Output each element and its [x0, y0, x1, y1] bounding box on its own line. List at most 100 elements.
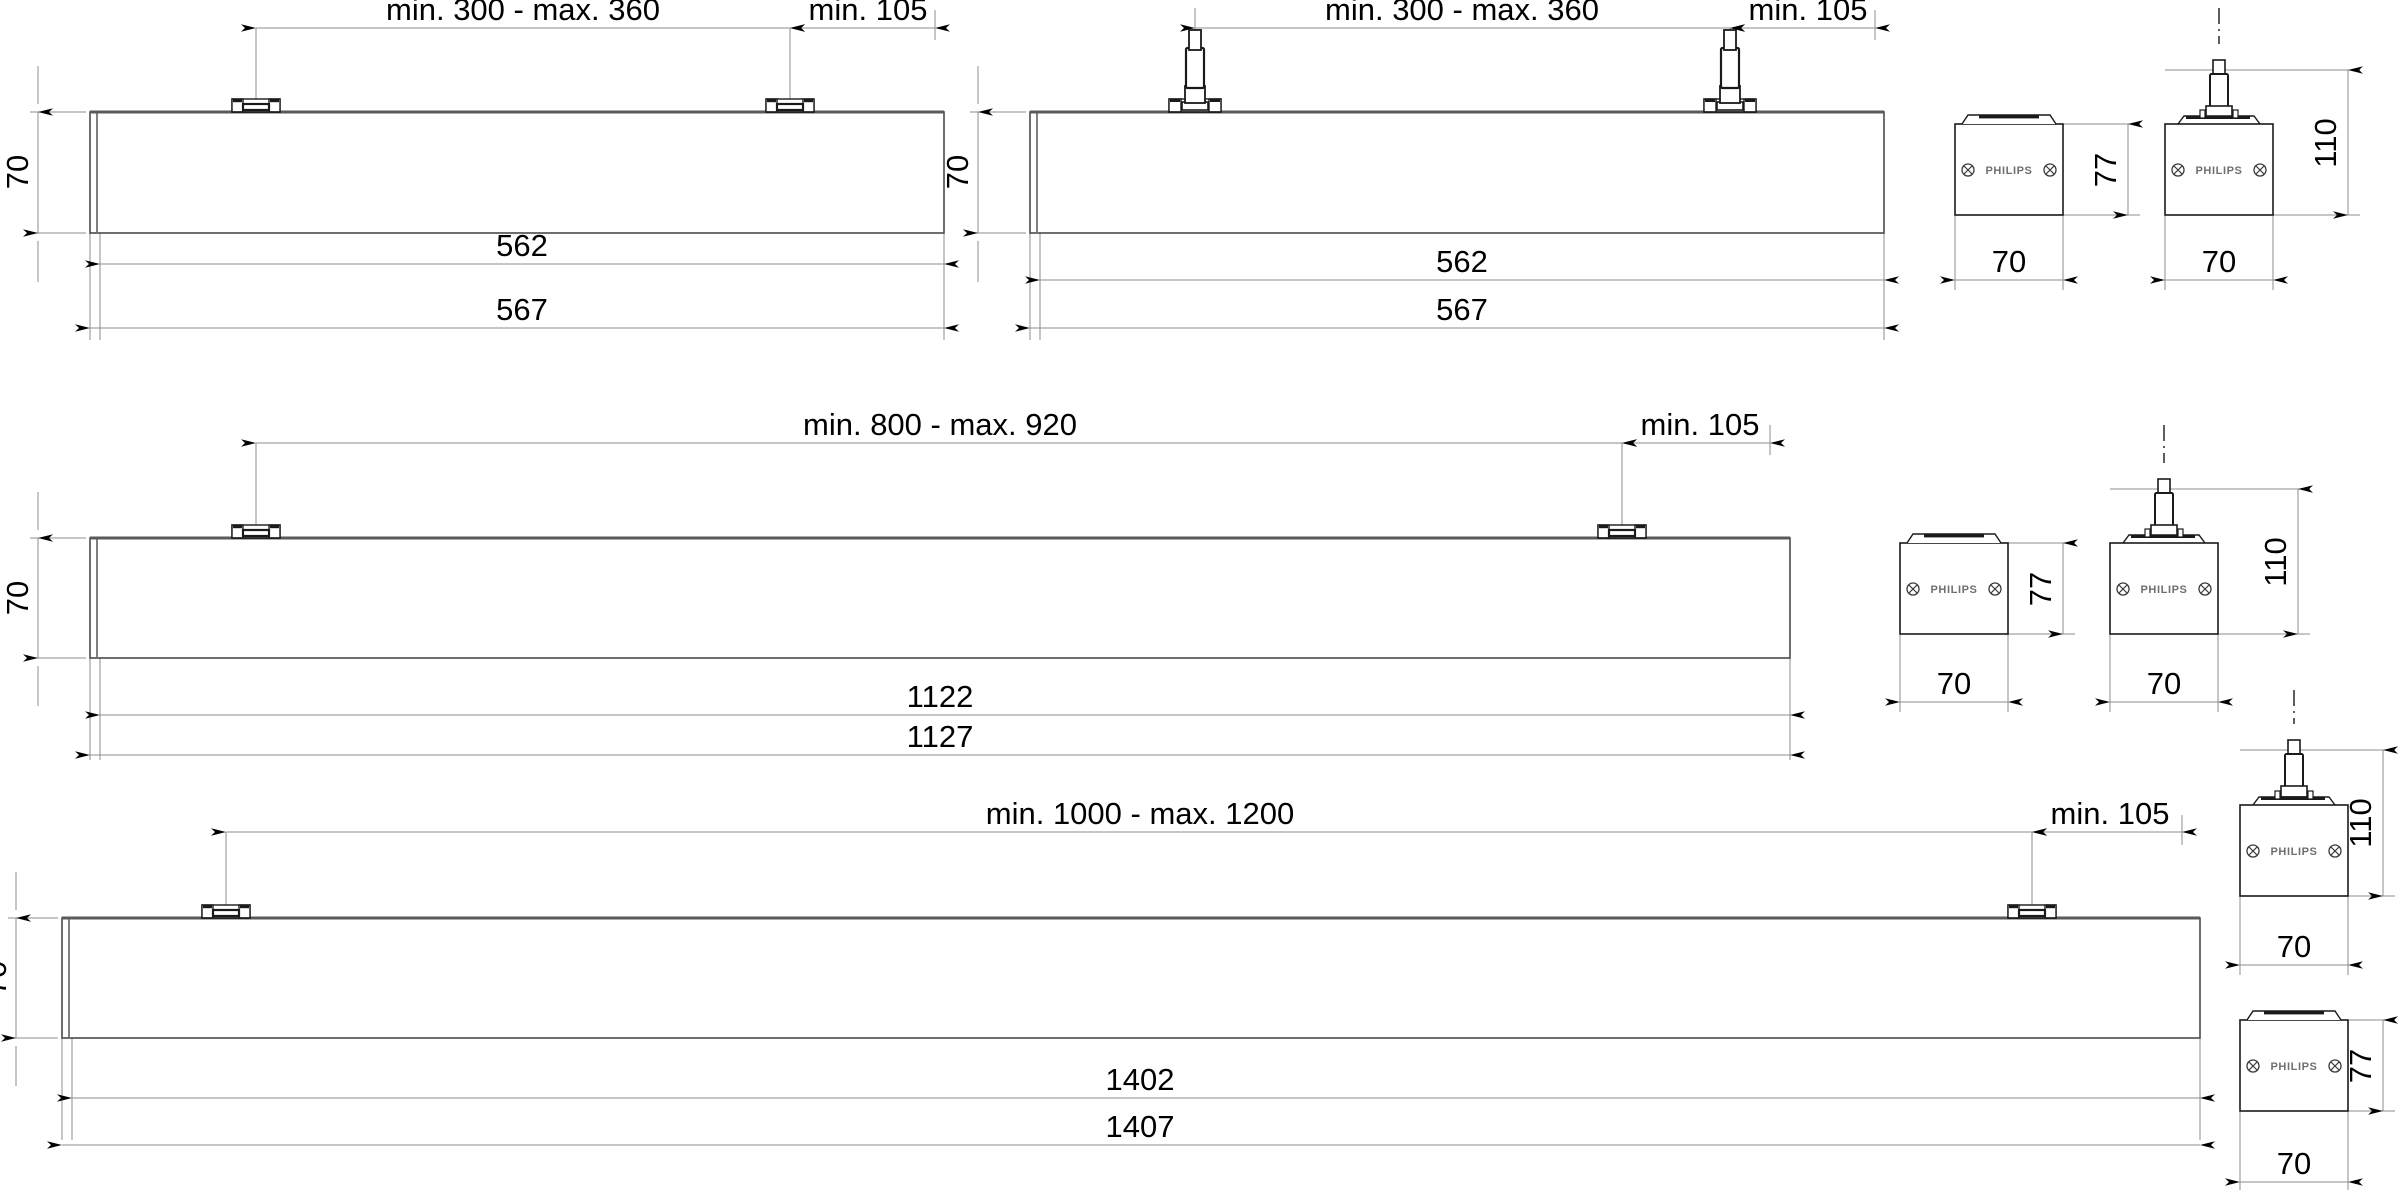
- dim-endcap-width: 70: [2225, 1146, 2363, 1186]
- dim-overall-length: 1127: [75, 719, 1805, 759]
- dim-endcap-height-label: 77: [2023, 572, 2058, 606]
- dim-endcap-width: 70: [1885, 666, 2023, 706]
- bracket-pin-left: [2274, 790, 2281, 800]
- dim-cable-spacing: min. 300 - max. 360: [1180, 0, 1745, 32]
- dim-body-length: 1402: [57, 1062, 2215, 1102]
- brand-label: PHILIPS: [2271, 846, 2318, 858]
- dim-end-offset: min. 105: [2032, 796, 2197, 836]
- dim-body-height: 70: [940, 108, 993, 237]
- dim-overall-length: 1407: [47, 1109, 2215, 1149]
- brand-label: PHILIPS: [2141, 584, 2188, 596]
- dim-endcap-height-label: 110: [2258, 537, 2293, 586]
- dim-endcap-width-label: 70: [2277, 1146, 2311, 1181]
- dim-body-height-label: 70: [0, 155, 35, 189]
- dim-body-height-label: 70: [940, 155, 975, 189]
- suspension-mount-left: [1167, 8, 1223, 114]
- dim-bracket-spacing-label: min. 800 - max. 920: [803, 407, 1077, 442]
- screw-icon-left: [1961, 163, 1975, 177]
- endcap-top-strip: [1924, 534, 1984, 538]
- dim-end-offset-label: min. 105: [809, 0, 928, 27]
- brand-label: PHILIPS: [2196, 165, 2243, 177]
- screw-icon-right: [2198, 582, 2212, 596]
- dim-endcap-height: 77: [2023, 539, 2078, 638]
- dim-overall-length-label: 1407: [1106, 1109, 1175, 1144]
- screw-icon-right: [1988, 582, 2002, 596]
- dim-bracket-spacing-label: min. 300 - max. 360: [386, 0, 660, 27]
- dim-end-offset-label: min. 105: [1641, 407, 1760, 442]
- screw-icon-right: [2043, 163, 2057, 177]
- bracket-pin-right: [2307, 790, 2314, 800]
- dim-endcap-width: 70: [2095, 666, 2233, 706]
- dim-endcap-width-label: 70: [2147, 666, 2181, 701]
- endview-surface-2: PHILIPS 77 70: [1885, 533, 2078, 712]
- screw-icon-left: [2171, 163, 2185, 177]
- screw-icon-left: [1906, 582, 1920, 596]
- dim-end-offset: min. 105: [790, 0, 950, 32]
- dim-endcap-width-label: 70: [1937, 666, 1971, 701]
- dim-endcap-height-label: 77: [2343, 1049, 2378, 1083]
- variant-1402-surface: min. 1000 - max. 1200 min. 105 70 1402: [0, 796, 2215, 1149]
- dim-end-offset-label: min. 105: [1749, 0, 1868, 27]
- dim-bracket-spacing-label: min. 1000 - max. 1200: [986, 796, 1294, 831]
- endcap-top-strip: [2261, 797, 2325, 800]
- cable-base: [2280, 785, 2308, 798]
- endcap-top-strip: [1979, 115, 2039, 119]
- brand-label: PHILIPS: [1986, 165, 2033, 177]
- dim-endcap-height-label: 77: [2088, 153, 2123, 187]
- dim-body-length: 1122: [85, 679, 1805, 719]
- screw-icon-left: [2116, 582, 2130, 596]
- brand-label: PHILIPS: [2271, 1061, 2318, 1073]
- dim-endcap-width-label: 70: [2202, 244, 2236, 279]
- dim-end-offset-label: min. 105: [2051, 796, 2170, 831]
- luminaire-body-profile: [89, 110, 945, 234]
- dim-endcap-height-label: 110: [2308, 118, 2343, 167]
- dim-body-height-label: 70: [0, 581, 35, 615]
- variant-1122-surface: min. 800 - max. 920 min. 105 70 1122: [0, 407, 1805, 760]
- dim-body-height-label: 70: [0, 961, 13, 995]
- dim-endcap-width-label: 70: [1992, 244, 2026, 279]
- endcap-top-strip: [2131, 535, 2195, 538]
- dim-endcap-width: 70: [2150, 244, 2288, 284]
- mount-bracket-left: [230, 451, 282, 540]
- dim-endcap-width-label: 70: [2277, 929, 2311, 964]
- dim-body-length-label: 562: [496, 228, 548, 263]
- bracket-pin-right: [2177, 528, 2184, 538]
- endcap-top-strip: [2186, 116, 2250, 119]
- dim-endcap-height-label: 110: [2343, 798, 2378, 847]
- dim-body-length: 562: [85, 228, 959, 268]
- endcap-top-strip: [2264, 1011, 2324, 1015]
- brand-label: PHILIPS: [1931, 584, 1978, 596]
- dim-endcap-height: 110: [2343, 746, 2398, 900]
- variant-562-surface: min. 300 - max. 360 min. 105 70: [0, 0, 959, 340]
- dim-body-height: 70: [0, 534, 53, 662]
- dim-overall-length: 567: [1015, 292, 1899, 332]
- dim-bracket-spacing: min. 1000 - max. 1200: [211, 796, 2047, 836]
- mount-bracket-right: [1596, 451, 1648, 540]
- bracket-pin-left: [2144, 528, 2151, 538]
- endview-suspended-2: PHILIPS 110 70: [2095, 425, 2313, 712]
- dim-endcap-height: 77: [2088, 120, 2143, 219]
- mount-bracket-left: [230, 36, 282, 114]
- dim-overall-length: 567: [75, 292, 959, 332]
- dim-end-offset: min. 105: [1622, 407, 1785, 447]
- dim-bracket-spacing: min. 300 - max. 360: [241, 0, 805, 32]
- dim-body-height: 70: [0, 914, 31, 1042]
- mount-bracket-right: [2006, 840, 2058, 920]
- endview-surface-3: PHILIPS 77 70: [2225, 1010, 2398, 1190]
- suspension-mount-right: [1702, 28, 1758, 114]
- dim-body-length-label: 562: [1436, 244, 1488, 279]
- luminaire-body-profile: [1029, 110, 1885, 234]
- dim-overall-length-label: 567: [496, 292, 548, 327]
- dim-endcap-width: 70: [2225, 929, 2363, 969]
- bracket-pin-right: [2232, 109, 2239, 119]
- dim-end-offset: min. 105: [1730, 0, 1890, 32]
- dim-cable-spacing-label: min. 300 - max. 360: [1325, 0, 1599, 27]
- cable-gripper-body: [2209, 73, 2229, 109]
- endview-suspended-1: PHILIPS 110 70: [2150, 8, 2363, 290]
- screw-icon-left: [2246, 844, 2260, 858]
- endview-surface-1: PHILIPS 77 70: [1940, 114, 2143, 290]
- dim-endcap-height: 110: [2258, 485, 2313, 638]
- luminaire-body-profile: [61, 916, 2201, 1039]
